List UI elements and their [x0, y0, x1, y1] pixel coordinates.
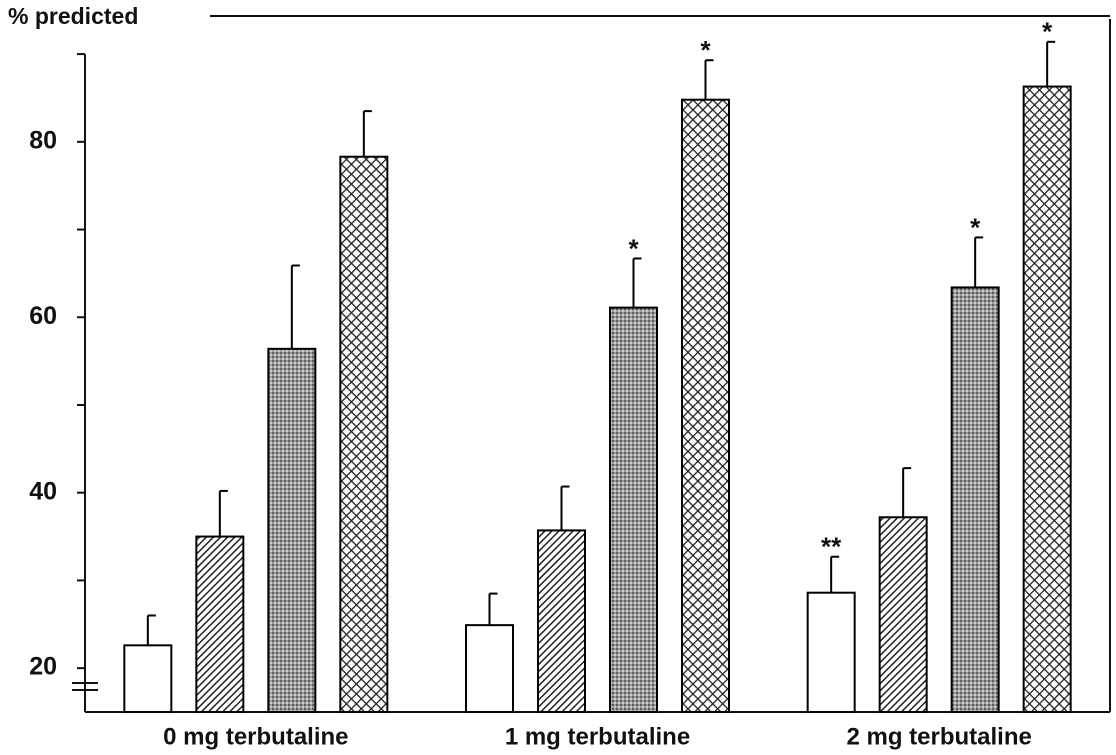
chart-title: % predicted [8, 3, 138, 29]
x-tick-label: 2 mg terbutaline [846, 723, 1031, 750]
bar [465, 624, 514, 714]
bar [339, 155, 389, 713]
bar [878, 516, 928, 714]
bar [537, 529, 586, 713]
bar [806, 591, 856, 713]
annotation: * [1042, 17, 1053, 47]
bar [267, 347, 317, 713]
annotation: * [970, 212, 981, 242]
bar [681, 98, 730, 713]
bar [195, 535, 245, 713]
bar [1022, 85, 1072, 713]
y-tick-label: 60 [29, 302, 57, 330]
annotation: * [700, 35, 711, 65]
annotation: ** [821, 532, 842, 562]
bar [609, 306, 658, 713]
x-tick-label: 0 mg terbutaline [163, 723, 348, 750]
bar [123, 644, 173, 714]
bar [950, 286, 1000, 713]
x-tick-label: 1 mg terbutaline [505, 723, 690, 750]
y-tick-label: 80 [29, 126, 57, 154]
annotation: * [628, 233, 639, 263]
y-tick-label: 20 [29, 653, 57, 681]
y-tick-label: 40 [29, 477, 57, 505]
